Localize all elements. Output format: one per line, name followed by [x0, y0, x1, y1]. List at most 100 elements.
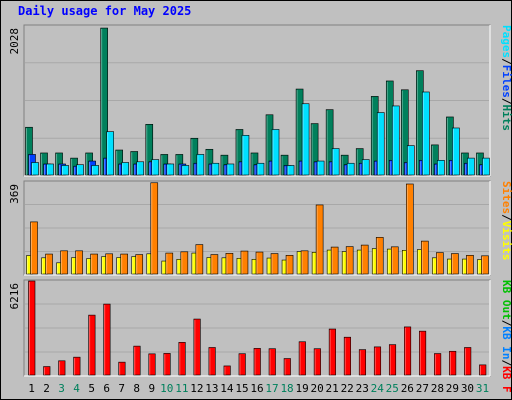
panel-bottom-legend: KB Out/KB In/KB F — [500, 280, 512, 393]
sites-bar — [375, 237, 384, 275]
kbf-bar — [449, 350, 457, 376]
kbf-bar — [178, 342, 186, 376]
pages-bar — [166, 163, 175, 176]
sites-bar — [255, 251, 264, 275]
x-tick-label: 8 — [133, 382, 140, 395]
pages-bar — [452, 127, 460, 176]
x-tick-label: 3 — [58, 382, 65, 395]
kbf-bar — [238, 353, 246, 376]
pages-bar — [482, 157, 490, 176]
pages-bar — [151, 159, 160, 176]
panel-top-legend: Pages/Files/Hits — [500, 25, 512, 131]
x-tick-label: 24 — [371, 382, 385, 395]
kbf-bar — [43, 366, 51, 376]
sites-bar — [135, 254, 144, 275]
x-tick-label: 23 — [356, 382, 369, 395]
x-tick-label: 22 — [341, 382, 354, 395]
x-tick-label: 26 — [401, 382, 414, 395]
legend-entry: / — [500, 98, 512, 105]
x-tick-label: 10 — [160, 382, 173, 395]
kbf-bar — [28, 280, 36, 376]
sites-bar — [421, 240, 429, 275]
sites-bar — [315, 204, 324, 275]
pages-bar — [61, 165, 69, 176]
pages-bar — [256, 162, 265, 176]
sites-bar — [345, 246, 354, 275]
pages-bar — [226, 163, 235, 176]
kbf-bar — [343, 336, 351, 376]
sites-bar — [90, 253, 98, 275]
pages-bar — [31, 162, 39, 176]
kbf-bar — [268, 348, 276, 376]
sites-bar — [45, 253, 53, 275]
kbf-bar — [434, 353, 442, 376]
sites-bar — [360, 244, 369, 275]
sites-bar — [225, 253, 234, 275]
sites-bar — [390, 246, 399, 275]
pages-bar — [76, 164, 84, 176]
sites-bar — [75, 250, 83, 275]
sites-bar — [150, 182, 159, 275]
x-tick-label: 15 — [235, 382, 248, 395]
sites-bar — [481, 255, 489, 275]
pages-bar — [361, 159, 370, 176]
pages-bar — [106, 131, 114, 176]
x-tick-label: 27 — [416, 382, 429, 395]
kbf-bar — [283, 358, 291, 376]
legend-entry: / — [500, 320, 512, 327]
pages-bar — [437, 160, 445, 176]
kbf-bar — [373, 346, 382, 376]
legend-entry: KB Out — [500, 280, 512, 320]
kbf-bar — [479, 364, 487, 376]
pages-bar — [271, 129, 280, 176]
x-tick-label: 25 — [386, 382, 399, 395]
x-tick-label: 7 — [118, 382, 125, 395]
kbf-bar — [118, 361, 126, 376]
legend-entry: Files — [500, 65, 512, 98]
x-tick-label: 31 — [476, 382, 489, 395]
x-tick-label: 17 — [265, 382, 278, 395]
kbf-bar — [223, 365, 231, 376]
page-title: Daily usage for May 2025 — [18, 4, 192, 18]
sites-bar — [451, 253, 459, 275]
sites-bar — [436, 252, 444, 275]
kbf-bar — [358, 349, 367, 376]
sites-bar — [105, 253, 113, 275]
x-tick-label: 29 — [446, 382, 459, 395]
pages-bar — [301, 103, 310, 176]
pages-bar — [241, 135, 250, 176]
sites-bar — [30, 221, 38, 275]
legend-entry: Visits — [500, 221, 512, 261]
kbf-bar — [193, 318, 201, 376]
kbf-bar — [148, 353, 156, 376]
x-tick-label: 21 — [326, 382, 339, 395]
pages-bar — [422, 91, 430, 176]
x-tick-label: 11 — [175, 382, 188, 395]
pages-bar — [46, 163, 54, 176]
sites-bar — [180, 251, 189, 275]
pages-bar — [286, 165, 295, 176]
kbf-bar — [73, 356, 81, 376]
x-tick-label: 14 — [220, 382, 234, 395]
pages-bar — [121, 162, 129, 176]
sites-bar — [330, 246, 339, 275]
sites-bar — [466, 255, 474, 275]
x-tick-label: 19 — [295, 382, 308, 395]
pages-bar — [331, 148, 340, 176]
kbf-bar — [103, 303, 111, 376]
sites-bar — [195, 244, 204, 275]
pages-bar — [136, 161, 145, 176]
sites-bar — [285, 255, 294, 275]
kbf-bar — [464, 347, 472, 376]
kbf-bar — [404, 326, 412, 376]
kbf-bar — [298, 341, 306, 376]
panel-bottom-ymax-label: 6216 — [8, 283, 21, 310]
sites-bar — [60, 250, 68, 275]
kbf-bar — [253, 348, 261, 376]
x-tick-label: 5 — [88, 382, 95, 395]
sites-bar — [270, 253, 279, 275]
x-tick-label: 13 — [205, 382, 218, 395]
panel-top-ymax-label: 2028 — [8, 28, 21, 55]
legend-entry: / — [500, 360, 512, 367]
pages-bar — [407, 145, 415, 176]
